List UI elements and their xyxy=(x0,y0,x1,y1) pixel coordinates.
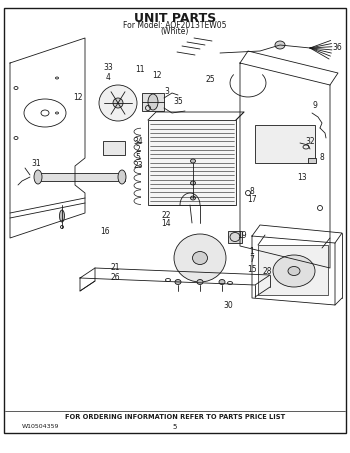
Text: 16: 16 xyxy=(100,226,110,236)
Text: 21: 21 xyxy=(110,264,120,273)
Text: 7: 7 xyxy=(250,255,254,265)
Ellipse shape xyxy=(118,170,126,184)
Bar xyxy=(255,125,315,163)
Text: (White): (White) xyxy=(161,27,189,36)
Ellipse shape xyxy=(34,170,42,184)
Ellipse shape xyxy=(275,41,285,49)
Ellipse shape xyxy=(60,210,64,222)
Bar xyxy=(142,93,164,111)
Text: 28: 28 xyxy=(262,266,272,275)
Text: 23: 23 xyxy=(133,160,143,169)
Ellipse shape xyxy=(245,191,251,196)
Text: 11: 11 xyxy=(135,64,145,73)
Bar xyxy=(308,158,316,163)
Text: 30: 30 xyxy=(223,300,233,309)
Text: 5: 5 xyxy=(135,153,140,162)
Text: 12: 12 xyxy=(73,93,83,102)
Ellipse shape xyxy=(175,280,181,284)
Text: 13: 13 xyxy=(297,173,307,183)
Ellipse shape xyxy=(273,255,315,287)
Bar xyxy=(148,120,236,205)
Ellipse shape xyxy=(317,206,322,211)
Text: FOR ORDERING INFORMATION REFER TO PARTS PRICE LIST: FOR ORDERING INFORMATION REFER TO PARTS … xyxy=(65,414,285,420)
Text: 35: 35 xyxy=(173,96,183,106)
Bar xyxy=(35,173,125,181)
Ellipse shape xyxy=(174,234,226,282)
Text: 32: 32 xyxy=(305,136,315,145)
Ellipse shape xyxy=(197,280,203,284)
Ellipse shape xyxy=(219,280,225,284)
Ellipse shape xyxy=(99,85,137,121)
Text: 1: 1 xyxy=(250,246,254,255)
Text: 25: 25 xyxy=(205,74,215,83)
Text: 5: 5 xyxy=(173,424,177,430)
Text: 12: 12 xyxy=(152,72,162,81)
Text: 4: 4 xyxy=(106,72,111,82)
Ellipse shape xyxy=(190,196,196,200)
Text: 19: 19 xyxy=(237,231,247,240)
Text: For Model: AQF2013TEW05: For Model: AQF2013TEW05 xyxy=(123,21,227,30)
Bar xyxy=(228,231,242,243)
Text: 26: 26 xyxy=(110,273,120,281)
Ellipse shape xyxy=(190,159,196,163)
Ellipse shape xyxy=(113,98,123,108)
Text: 8: 8 xyxy=(250,187,254,196)
Text: 17: 17 xyxy=(247,196,257,204)
Text: 15: 15 xyxy=(247,265,257,274)
Text: 36: 36 xyxy=(332,43,342,53)
Text: UNIT PARTS: UNIT PARTS xyxy=(134,12,216,25)
Text: 33: 33 xyxy=(103,63,113,72)
Text: 8: 8 xyxy=(320,153,324,162)
Ellipse shape xyxy=(193,251,208,265)
Ellipse shape xyxy=(148,94,158,110)
Text: 34: 34 xyxy=(133,136,143,145)
Ellipse shape xyxy=(288,266,300,275)
Text: W10504359: W10504359 xyxy=(22,424,60,429)
Text: 22: 22 xyxy=(161,211,171,220)
Text: 3: 3 xyxy=(164,87,169,96)
Bar xyxy=(103,141,125,155)
Text: 9: 9 xyxy=(313,101,317,110)
Ellipse shape xyxy=(190,181,196,185)
Text: 14: 14 xyxy=(161,220,171,228)
Text: 31: 31 xyxy=(31,159,41,168)
Bar xyxy=(258,245,328,295)
Text: 2: 2 xyxy=(136,145,140,154)
